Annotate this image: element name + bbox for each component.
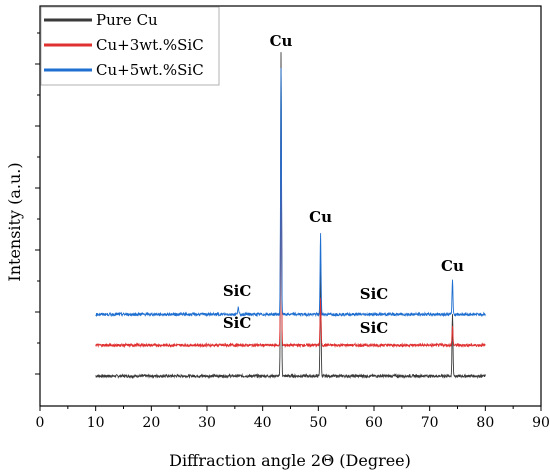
y-axis-label: Intensity (a.u.) bbox=[5, 162, 24, 281]
peak-annotation: SiC bbox=[223, 282, 252, 300]
x-tick-label: 40 bbox=[254, 415, 272, 431]
peak-annotation: SiC bbox=[360, 319, 389, 337]
series-line-0 bbox=[95, 52, 486, 380]
peak-annotation: SiC bbox=[360, 285, 389, 303]
x-tick-label: 30 bbox=[198, 415, 216, 431]
x-tick-label: 50 bbox=[309, 415, 327, 431]
x-tick-label: 70 bbox=[421, 415, 439, 431]
plot-area bbox=[95, 52, 486, 380]
x-tick-label: 80 bbox=[476, 415, 494, 431]
x-tick-label: 20 bbox=[142, 415, 160, 431]
x-axis-label: Diffraction angle 2Θ (Degree) bbox=[169, 451, 411, 470]
legend-label: Cu+3wt.%SiC bbox=[96, 36, 204, 54]
peak-annotation: Cu bbox=[441, 257, 464, 275]
annotations: Cu Cu Cu SiC SiC SiC SiC bbox=[223, 32, 464, 337]
series-line-1 bbox=[95, 112, 486, 349]
legend: Pure Cu Cu+3wt.%SiC Cu+5wt.%SiC bbox=[40, 6, 220, 86]
x-tick-label: 10 bbox=[87, 415, 105, 431]
x-tick-label: 90 bbox=[532, 415, 550, 431]
peak-annotation: SiC bbox=[223, 314, 252, 332]
legend-label: Cu+5wt.%SiC bbox=[96, 61, 204, 79]
series-line-2 bbox=[95, 67, 486, 318]
x-tick-label: 0 bbox=[36, 415, 45, 431]
x-tick-label: 60 bbox=[365, 415, 383, 431]
peak-annotation: Cu bbox=[270, 32, 293, 50]
peak-annotation: Cu bbox=[309, 208, 332, 226]
legend-label: Pure Cu bbox=[96, 11, 158, 29]
axes: 0 10 20 30 40 50 60 70 80 90 bbox=[35, 5, 550, 431]
